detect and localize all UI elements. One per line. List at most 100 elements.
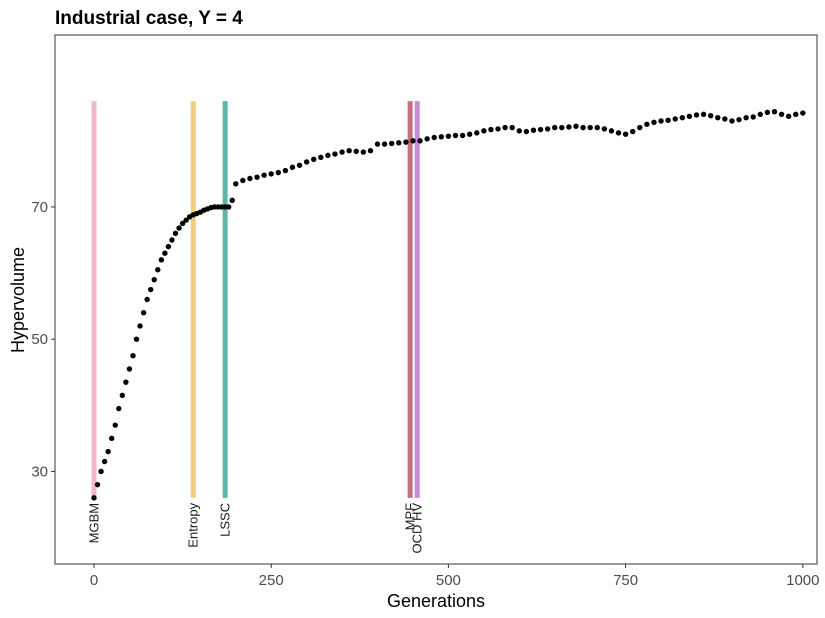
data-point (594, 124, 600, 131)
data-point (495, 126, 501, 132)
data-point (158, 257, 165, 263)
data-point (431, 134, 437, 141)
data-point (130, 353, 136, 359)
data-point (101, 458, 108, 465)
data-point (98, 468, 104, 475)
data-point (715, 114, 721, 121)
data-point (722, 116, 728, 122)
data-point (757, 111, 763, 118)
data-point (339, 149, 345, 155)
data-point (225, 204, 232, 210)
data-point (325, 152, 331, 159)
data-point (229, 197, 235, 204)
data-point (353, 148, 359, 155)
data-point (800, 110, 806, 116)
chart-title: Industrial case, Y = 4 (55, 8, 243, 29)
y-tick-label: 50 (31, 331, 48, 348)
vline-label-mgbm: MGBM (86, 503, 101, 543)
data-point (793, 111, 799, 118)
data-point (679, 114, 686, 121)
data-point (147, 286, 154, 293)
data-point (388, 140, 395, 147)
data-point (112, 422, 118, 428)
data-point (771, 109, 778, 115)
data-point (233, 181, 239, 187)
data-point (459, 132, 466, 139)
data-point (254, 174, 260, 180)
vline-label-entropy: Entropy (186, 502, 201, 547)
data-point (693, 112, 700, 118)
data-point (445, 133, 452, 139)
data-point (707, 112, 714, 119)
data-point (764, 109, 771, 116)
data-point (700, 111, 707, 118)
data-point (672, 116, 678, 122)
data-points (91, 109, 806, 501)
x-tick-label: 500 (436, 572, 461, 589)
data-point (580, 124, 586, 131)
data-point (155, 267, 161, 273)
data-point (523, 128, 530, 135)
data-point (778, 111, 785, 118)
data-point (91, 495, 97, 501)
data-point (530, 127, 537, 133)
data-point (332, 151, 338, 157)
data-point (169, 237, 175, 243)
data-point (608, 128, 615, 134)
data-point (658, 118, 664, 124)
data-point (109, 435, 115, 442)
data-point (162, 250, 168, 256)
data-point (509, 124, 515, 131)
x-axis-title: Generations (387, 591, 485, 611)
data-point (126, 366, 133, 372)
data-point (466, 131, 473, 137)
data-point (566, 124, 572, 130)
data-point (144, 296, 150, 303)
data-point (481, 128, 487, 134)
data-point (552, 124, 558, 131)
y-tick-label: 30 (31, 463, 48, 480)
data-point (176, 225, 182, 231)
data-point (559, 124, 565, 131)
x-tick-label: 250 (259, 572, 284, 589)
data-point (601, 126, 608, 132)
data-point (686, 113, 693, 120)
data-point (374, 141, 381, 147)
data-point (736, 116, 742, 123)
data-point (247, 175, 253, 182)
data-point (438, 134, 445, 140)
data-point (729, 118, 735, 124)
data-point (296, 162, 303, 168)
data-point (665, 117, 671, 124)
data-point (367, 148, 374, 154)
y-tick-label: 70 (31, 199, 48, 216)
plot-panel-border (54, 34, 818, 565)
x-tick-label: 750 (613, 572, 638, 589)
x-tick-label: 1000 (786, 572, 819, 589)
data-point (573, 123, 579, 129)
data-point (172, 230, 179, 237)
data-point (488, 126, 494, 133)
data-point (275, 169, 281, 176)
data-point (261, 172, 267, 178)
data-point (410, 138, 416, 144)
data-point (105, 448, 111, 455)
data-point (123, 379, 129, 385)
data-point (179, 220, 186, 227)
data-point (424, 136, 430, 142)
data-point (289, 164, 296, 170)
data-point (381, 141, 388, 147)
data-point (318, 154, 324, 161)
data-point (622, 131, 629, 137)
data-point (165, 243, 172, 250)
axes: 0 250 500 750 1000 30 50 70 (31, 199, 819, 589)
data-point (282, 167, 289, 174)
data-point (346, 148, 352, 154)
data-point (116, 405, 122, 412)
vline-label-lssc: LSSC (218, 503, 233, 537)
data-point (119, 392, 126, 399)
data-point (137, 323, 143, 329)
data-point (240, 177, 246, 184)
data-point (140, 310, 147, 316)
